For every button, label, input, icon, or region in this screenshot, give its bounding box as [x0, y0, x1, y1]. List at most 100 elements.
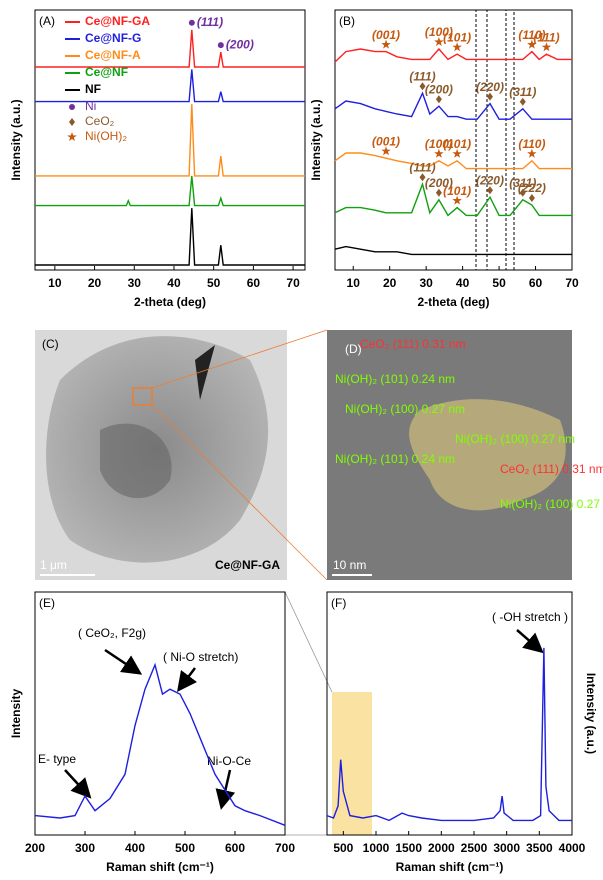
- x-tick-label: 20: [88, 276, 102, 290]
- peak-label: (220): [476, 173, 504, 187]
- peak-marker: [381, 146, 391, 156]
- peak-label: (001): [372, 134, 400, 148]
- x-tick-label: 40: [456, 276, 470, 290]
- peak-label: (101): [443, 184, 471, 198]
- peak-marker: [69, 104, 75, 110]
- peak-label: (200): [226, 37, 254, 51]
- peak-label: (200): [425, 176, 453, 190]
- plot-frame: [334, 9, 573, 271]
- series-line: [35, 208, 305, 266]
- callout: ( CeO₂, F2g): [78, 626, 146, 640]
- x-tick-label: 1500: [395, 841, 422, 855]
- tem-label: Ni(OH)₂ (101) 0.24 nm: [335, 452, 455, 466]
- x-tick-label: 600: [225, 841, 245, 855]
- series-line: [334, 245, 572, 256]
- peak-marker: [217, 42, 224, 49]
- callouts: [64, 629, 544, 810]
- peak-marker: [486, 186, 493, 195]
- y-axis-label: Intensity (a.u.): [309, 99, 323, 180]
- plot-frame: [34, 9, 306, 271]
- peak-marker: [419, 82, 426, 91]
- x-axis-label: Raman shift (cm⁻¹): [396, 860, 504, 874]
- peak-label: (110): [518, 28, 545, 42]
- peak-marker: [435, 188, 442, 197]
- x-tick-label: 10: [48, 276, 62, 290]
- peak-marker: [434, 37, 444, 46]
- callout: ( -OH stretch ): [492, 610, 568, 624]
- peak-marker: [527, 39, 537, 49]
- tem-label: Ni(OH)₂ (100) 0.27 nm: [455, 432, 575, 446]
- tem-label: Ni(OH)₂ (100) 0.27 nm: [345, 402, 465, 416]
- y-axis-label: Intensity: [9, 689, 23, 739]
- x-tick-label: 30: [128, 276, 142, 290]
- legend-label: Ce@NF-G: [85, 31, 141, 45]
- legend-label: CeO₂: [85, 114, 115, 128]
- legend-label: Ce@NF-GA: [85, 14, 150, 28]
- peak-label: (222): [518, 181, 546, 195]
- series-line: [35, 69, 305, 103]
- panel-label: (E): [39, 596, 55, 610]
- callout: Ni-O-Ce: [207, 754, 251, 768]
- series-line: [334, 152, 572, 170]
- series-line: [334, 91, 572, 120]
- x-tick-label: 10: [347, 276, 361, 290]
- caption: Ce@NF-GA: [215, 558, 280, 572]
- y-axis-label: Intensity (a.u.): [584, 673, 598, 754]
- tem-image-c: (C) 1 μm Ce@NF-GA: [35, 330, 287, 580]
- panel-label: (C): [42, 337, 59, 351]
- legend-label: Ni(OH)₂: [85, 129, 127, 143]
- x-axis-label: 2-theta (deg): [418, 295, 490, 309]
- peak-label: (111): [409, 69, 435, 83]
- series-line: [35, 104, 305, 177]
- peak-label: (111): [197, 15, 223, 29]
- axis-break: [475, 9, 515, 271]
- x-tick-label: 300: [75, 841, 95, 855]
- x-tick-label: 200: [25, 841, 45, 855]
- tem-image-d: (D) CeO₂ (111) 0.31 nm Ni(OH)₂ (101) 0.2…: [327, 330, 603, 580]
- series-line: [35, 29, 305, 68]
- peak-marker: [527, 148, 537, 158]
- peak-label: (311): [509, 85, 536, 99]
- x-tick-label: 70: [565, 276, 579, 290]
- tem-label: CeO₂ (111) 0.31 nm: [500, 462, 603, 476]
- x-tick-label: 4000: [559, 841, 586, 855]
- peak-label: (100): [425, 137, 453, 151]
- x-tick-label: 500: [333, 841, 353, 855]
- peak-label: (111): [533, 30, 559, 44]
- legend-label: NF: [85, 82, 101, 96]
- y-axis-label: Intensity (a.u.): [9, 99, 23, 180]
- peak-marker: [188, 19, 195, 26]
- scale-bar: 10 nm: [333, 558, 366, 572]
- x-tick-label: 60: [529, 276, 543, 290]
- x-tick-label: 40: [167, 276, 181, 290]
- series-line: [334, 181, 572, 217]
- peak-marker: [519, 97, 526, 106]
- x-tick-label: 50: [207, 276, 221, 290]
- peak-marker: [519, 188, 526, 197]
- x-tick-label: 50: [492, 276, 506, 290]
- tem-label: CeO₂ (111) 0.31 nm: [360, 337, 466, 351]
- peak-marker: [434, 148, 444, 158]
- x-tick-label: 70: [286, 276, 300, 290]
- panel-label: (A): [39, 14, 55, 28]
- peak-label: (001): [372, 28, 400, 42]
- callout: ( Ni-O stretch): [163, 650, 238, 664]
- x-tick-label: 500: [175, 841, 195, 855]
- peak-marker: [381, 39, 391, 49]
- peak-label: (111): [409, 160, 435, 174]
- peak-marker: [67, 132, 77, 141]
- x-tick-label: 400: [125, 841, 145, 855]
- panel-label: (F): [331, 596, 346, 610]
- x-tick-label: 3000: [493, 841, 520, 855]
- plot-frame: [326, 591, 573, 836]
- peak-marker: [452, 42, 462, 52]
- peak-label: (101): [443, 30, 471, 44]
- peak-marker: [419, 173, 426, 182]
- peak-label: (100): [425, 25, 453, 39]
- peak-label: (311): [509, 176, 536, 190]
- series-line: [34, 662, 286, 826]
- highlight: [332, 692, 372, 835]
- series-line: [334, 47, 572, 63]
- x-tick-label: 1000: [363, 841, 390, 855]
- x-tick-label: 30: [419, 276, 433, 290]
